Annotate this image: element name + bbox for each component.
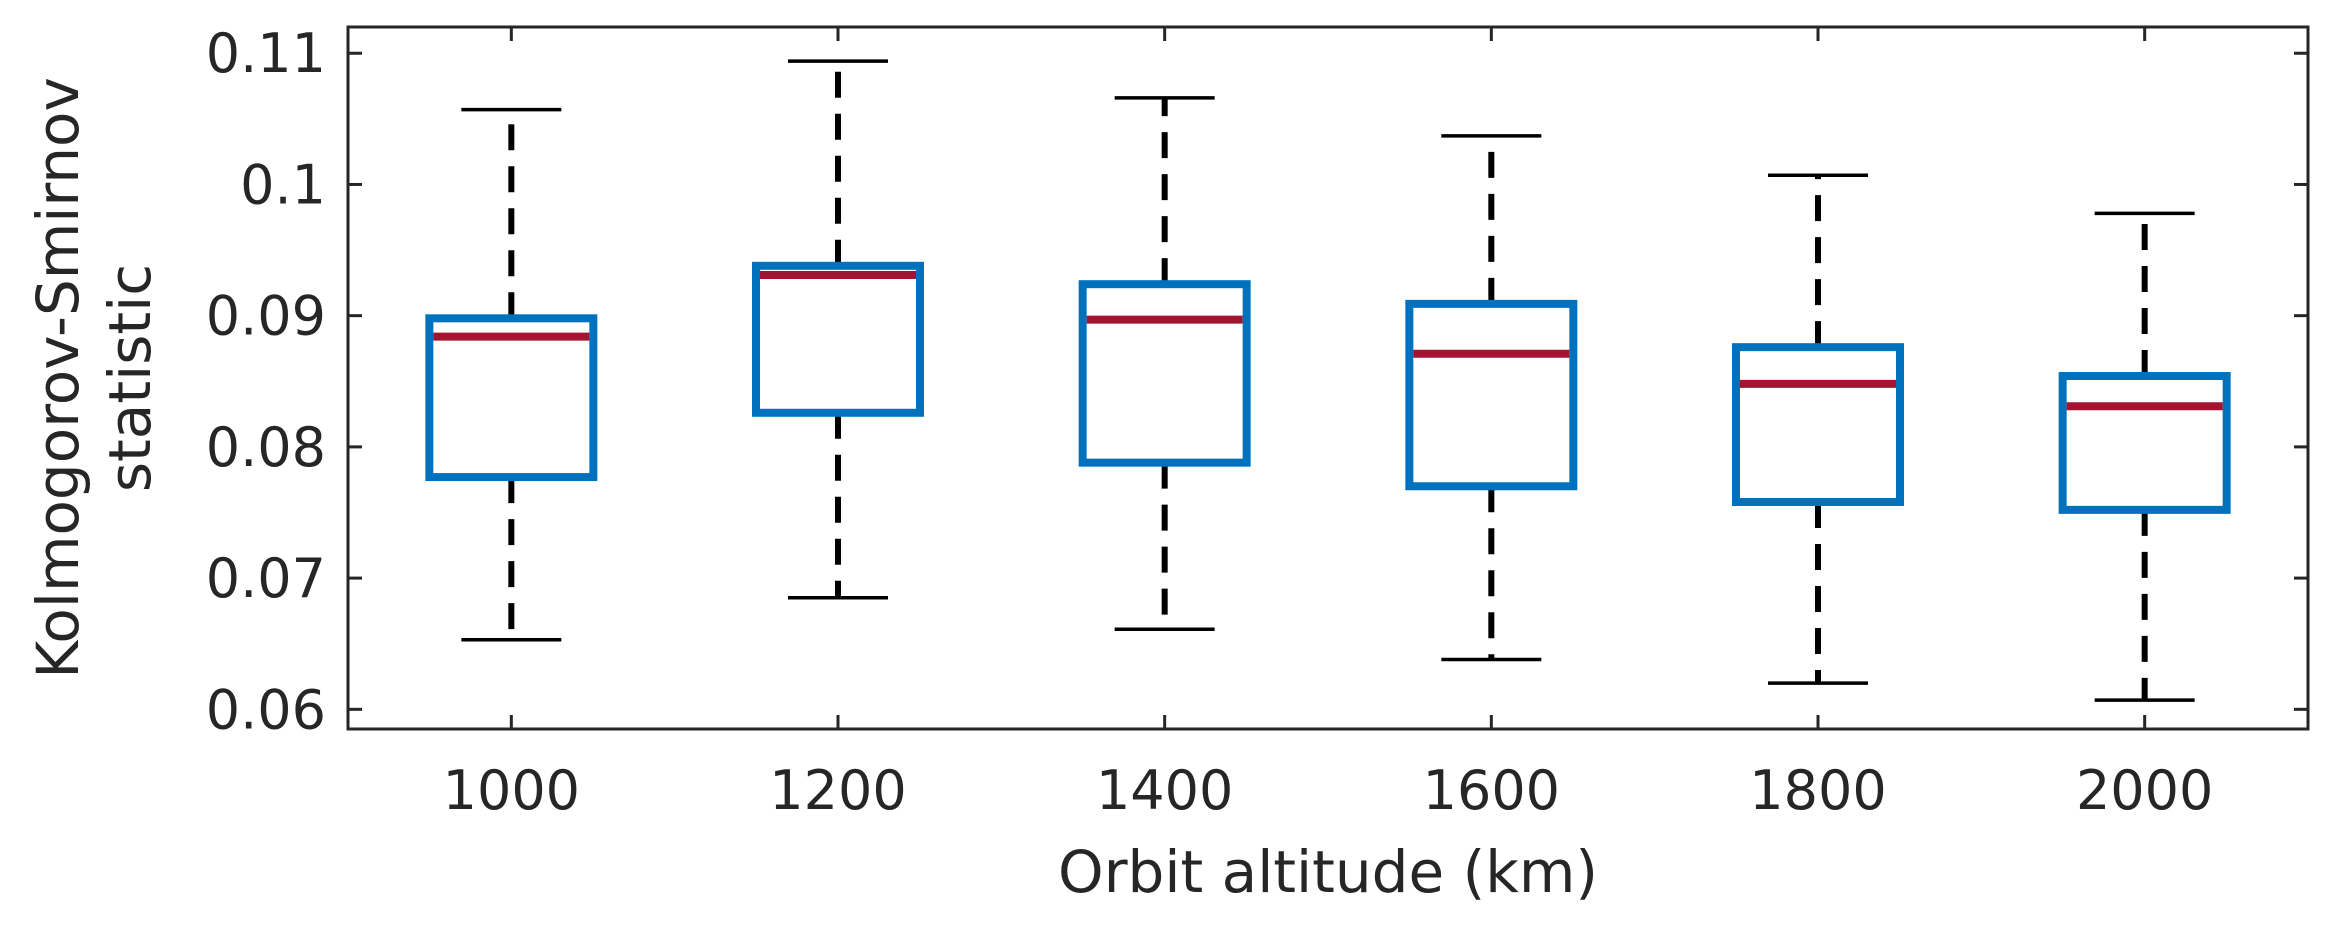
y-axis-label-line-2: statistic [96, 264, 164, 492]
y-tick-label: 0.07 [206, 547, 326, 610]
x-tick-label: 1400 [1096, 759, 1233, 822]
box [752, 261, 924, 417]
x-tick-label: 1000 [443, 759, 580, 822]
y-tick-label: 0.1 [240, 153, 326, 216]
box [1078, 280, 1251, 467]
plot-frame [346, 25, 2310, 731]
box-group-1400 [1078, 96, 1251, 632]
box [1732, 343, 1904, 506]
x-tick-label: 1800 [1749, 759, 1886, 822]
box-group-1200 [752, 59, 924, 600]
axes: 1000 1200 1400 1600 1800 2000 0.06 0.07 0.08 0.09… [206, 22, 2308, 822]
box-group-2000 [2058, 211, 2231, 702]
y-tick-label: 0.06 [206, 678, 326, 741]
box [2058, 372, 2231, 514]
y-tick-label: 0.11 [206, 22, 326, 85]
y-axis-label: Kolmogorov-Smirnov statistic [24, 77, 164, 679]
box [1405, 299, 1578, 491]
box [425, 314, 598, 482]
x-tick-label: 1600 [1423, 759, 1560, 822]
y-axis-label-line-1: Kolmogorov-Smirnov [24, 77, 92, 679]
box-group-1000 [425, 107, 598, 642]
x-tick-label: 1200 [769, 759, 906, 822]
box-group-1600 [1405, 134, 1578, 662]
plot-area [425, 59, 2231, 702]
x-axis-label: Orbit altitude (km) [1058, 838, 1598, 906]
y-tick-label: 0.08 [206, 416, 326, 479]
x-tick-label: 2000 [2076, 759, 2213, 822]
box-group-1800 [1732, 173, 1904, 685]
y-tick-label: 0.09 [206, 285, 326, 348]
